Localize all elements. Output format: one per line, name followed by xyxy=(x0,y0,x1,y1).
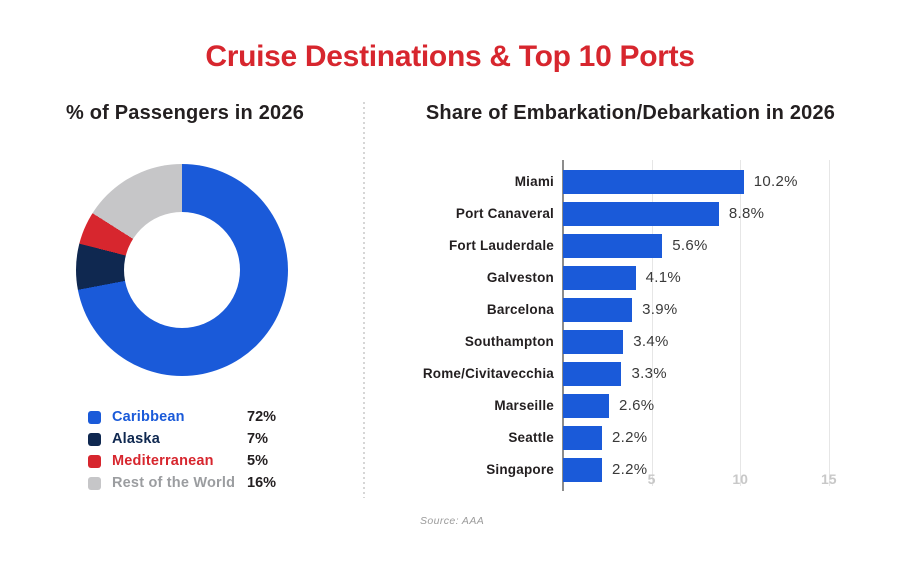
gridline xyxy=(651,160,653,486)
bar-row: Southampton 3.4% xyxy=(413,330,863,354)
bar-category-label: Barcelona xyxy=(486,302,554,317)
bar-value-label: 3.4% xyxy=(633,333,669,350)
bar-value-label: 10.2% xyxy=(753,173,798,190)
bar-category-label: Singapore xyxy=(486,462,554,477)
donut-chart xyxy=(76,164,288,376)
bar-row: Rome/Civitavecchia 3.3% xyxy=(413,362,863,386)
bar-fill xyxy=(563,298,633,322)
bar-category-label: Galveston xyxy=(486,270,554,285)
legend-value: 72% xyxy=(247,409,277,425)
bar-value-label: 3.9% xyxy=(642,301,678,318)
legend-row: Alaska 7% xyxy=(88,428,348,450)
donut-chart-title: % of Passengers in 2026 xyxy=(65,102,305,124)
bar-category-label: Miami xyxy=(514,174,554,189)
bar-fill xyxy=(563,362,622,386)
bar-fill xyxy=(563,426,602,450)
x-axis-tick-label: 10 xyxy=(732,471,748,487)
bar-value-label: 5.6% xyxy=(672,237,708,254)
bar-category-label: Fort Lauderdale xyxy=(448,238,554,253)
legend-row: Caribbean 72% xyxy=(88,406,348,428)
legend-label: Caribbean xyxy=(112,409,185,425)
bar-fill xyxy=(563,202,719,226)
bar-value-label: 2.2% xyxy=(611,429,648,446)
x-axis-tick-label: 5 xyxy=(647,471,656,487)
bar-chart: 5 10 15 Miami 10.2% Port Canaveral 8.8% Fort La… xyxy=(413,160,863,492)
legend-value: 7% xyxy=(247,431,268,447)
legend-row: Mediterranean 5% xyxy=(88,450,348,472)
bar-row: Port Canaveral 8.8% xyxy=(413,202,863,226)
bar-row: Galveston 4.1% xyxy=(413,266,863,290)
legend-value: 16% xyxy=(247,475,277,491)
bar-row: Singapore 2.2% xyxy=(413,458,863,482)
bar-row: Seattle 2.2% xyxy=(413,426,863,450)
bar-value-label: 3.3% xyxy=(631,365,667,382)
legend-label: Mediterranean xyxy=(112,453,214,469)
legend-label: Alaska xyxy=(112,431,160,447)
legend-label: Rest of the World xyxy=(112,475,236,491)
bar-row: Fort Lauderdale 5.6% xyxy=(413,234,863,258)
bar-fill xyxy=(563,330,624,354)
gridline xyxy=(828,160,830,486)
bar-category-label: Rome/Civitavecchia xyxy=(422,366,554,381)
x-axis-tick-label: 15 xyxy=(820,471,837,487)
bar-value-label: 8.8% xyxy=(728,205,765,222)
vertical-dotted-divider xyxy=(363,102,365,498)
bar-fill xyxy=(563,170,744,194)
legend-row: Rest of the World 16% xyxy=(88,472,348,494)
bar-row: Miami 10.2% xyxy=(413,170,863,194)
bar-fill xyxy=(563,394,610,418)
donut-legend: Caribbean 72% Alaska 7% Mediterranean 5% Rest … xyxy=(88,406,348,494)
source-note: Source: AAA xyxy=(420,515,485,527)
legend-value: 5% xyxy=(247,453,268,469)
legend-swatch xyxy=(88,454,101,468)
bar-row: Marseille 2.6% xyxy=(413,394,863,418)
donut-hole xyxy=(124,212,240,328)
bar-fill xyxy=(563,266,636,290)
bar-fill xyxy=(563,458,602,482)
bar-fill xyxy=(563,234,663,258)
gridline xyxy=(740,160,742,486)
legend-swatch xyxy=(88,410,101,424)
legend-swatch xyxy=(88,476,101,490)
bar-row: Barcelona 3.9% xyxy=(413,298,863,322)
bar-chart-title: Share of Embarkation/Debarkation in 2026 xyxy=(425,102,836,124)
bar-category-label: Marseille xyxy=(494,398,554,413)
bar-value-label: 2.2% xyxy=(611,461,648,478)
bar-value-label: 2.6% xyxy=(619,397,655,414)
bar-category-label: Port Canaveral xyxy=(455,206,554,221)
bar-category-label: Seattle xyxy=(508,430,554,445)
y-axis-line xyxy=(562,160,564,491)
legend-swatch xyxy=(88,432,101,446)
bar-category-label: Southampton xyxy=(464,334,554,349)
bar-value-label: 4.1% xyxy=(645,269,682,286)
page-title: Cruise Destinations & Top 10 Ports xyxy=(205,40,695,73)
